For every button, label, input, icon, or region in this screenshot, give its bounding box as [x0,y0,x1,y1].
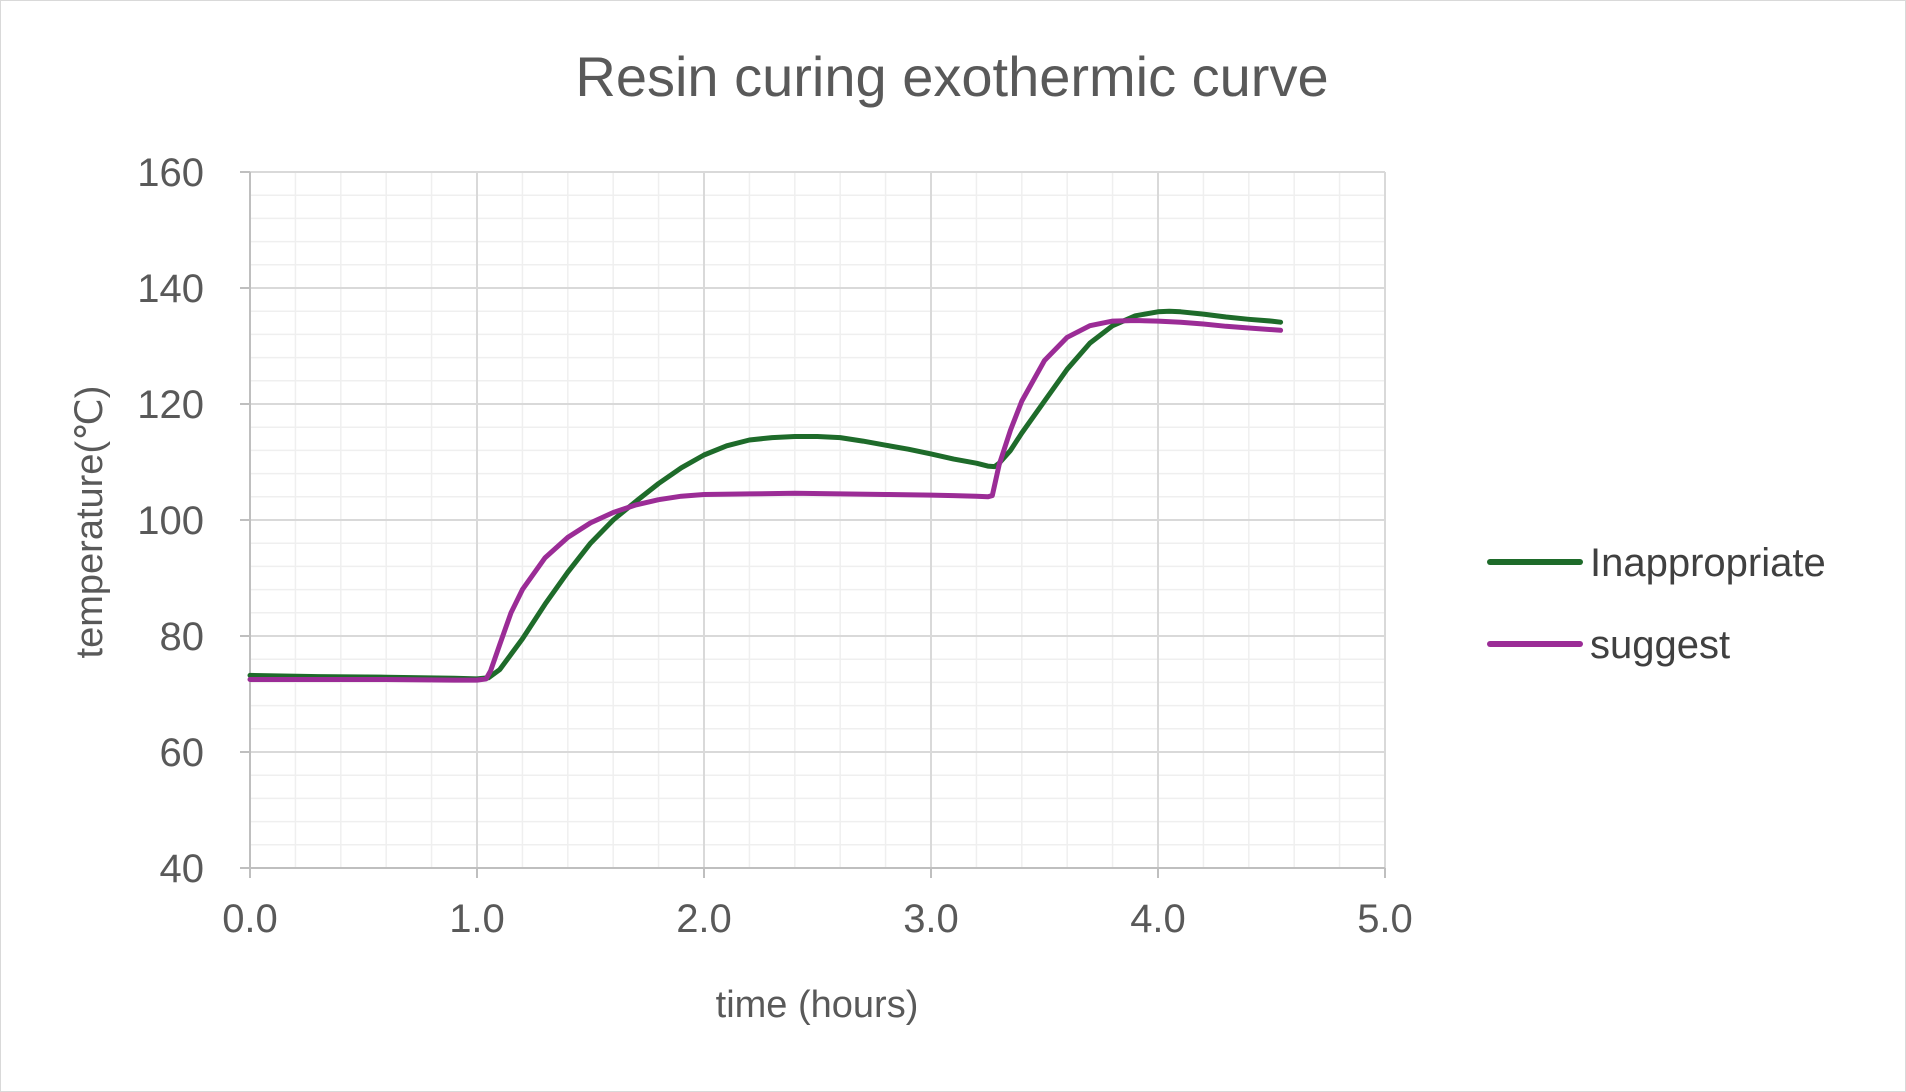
x-tick-label: 5.0 [1357,897,1413,941]
data-series [247,308,1284,683]
y-tick-label: 80 [160,615,205,659]
legend: Inappropriate suggest [1487,541,1826,667]
legend-label-1: Inappropriate [1590,541,1826,585]
major-gridlines [249,171,1386,869]
x-tick-label: 4.0 [1130,897,1186,941]
x-tick-label: 1.0 [449,897,505,941]
y-tick-label: 40 [160,847,205,891]
x-tick-label: 3.0 [903,897,959,941]
x-axis-label: time (hours) [716,984,919,1026]
legend-label-2: suggest [1590,623,1730,667]
chart-title: Resin curing exothermic curve [575,45,1328,108]
y-tick-label: 100 [137,499,204,543]
series-line-2 [247,318,1284,683]
series-line-1 [247,308,1284,682]
y-tick-label: 60 [160,731,205,775]
x-tick-label: 0.0 [222,897,278,941]
y-tick-label: 120 [137,383,204,427]
x-axis-tick-labels: 0.0 1.0 2.0 3.0 4.0 5.0 [222,897,1413,941]
y-tick-label: 160 [137,151,204,195]
y-tick-label: 140 [137,267,204,311]
y-axis-label: temperature(℃) [69,386,111,659]
x-tick-label: 2.0 [676,897,732,941]
y-axis-tick-labels: 40 60 80 100 120 140 160 [137,151,204,891]
axes [240,171,1386,878]
